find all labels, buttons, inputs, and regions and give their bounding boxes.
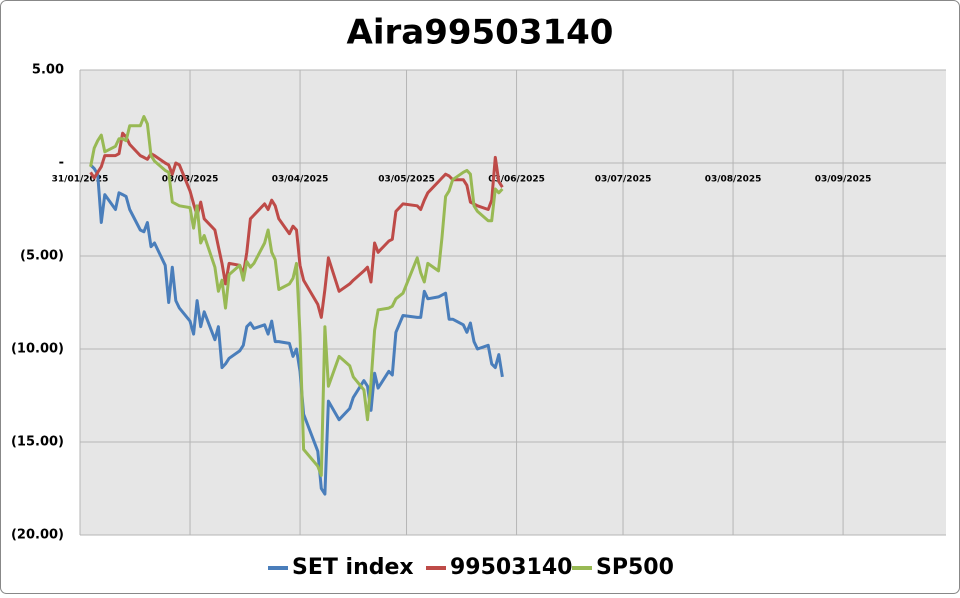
x-tick-label: 03/06/2025 (488, 175, 545, 185)
x-tick-label: 03/07/2025 (595, 175, 652, 185)
x-tick-label: 03/08/2025 (705, 175, 762, 185)
plot-area (80, 70, 946, 535)
x-tick-label: 03/09/2025 (815, 175, 872, 185)
x-tick-label: 03/04/2025 (272, 175, 329, 185)
chart-title: Aira99503140 (347, 13, 614, 53)
legend-label: SET index (292, 555, 414, 580)
y-tick-label: - (59, 156, 64, 171)
y-tick-label: (5.00) (20, 249, 64, 264)
y-tick-label: (15.00) (11, 435, 64, 450)
x-tick-label: 31/01/2025 (52, 175, 109, 185)
legend-label: SP500 (596, 555, 674, 580)
x-tick-label: 03/03/2025 (162, 175, 219, 185)
series-line (89, 163, 504, 496)
y-tick-label: (10.00) (11, 342, 64, 357)
y-tick-label: (20.00) (11, 528, 64, 543)
x-tick-label: 03/05/2025 (378, 175, 435, 185)
series-line (89, 115, 504, 477)
legend-label: 99503140 (450, 555, 572, 580)
y-tick-label: 5.00 (32, 63, 64, 78)
